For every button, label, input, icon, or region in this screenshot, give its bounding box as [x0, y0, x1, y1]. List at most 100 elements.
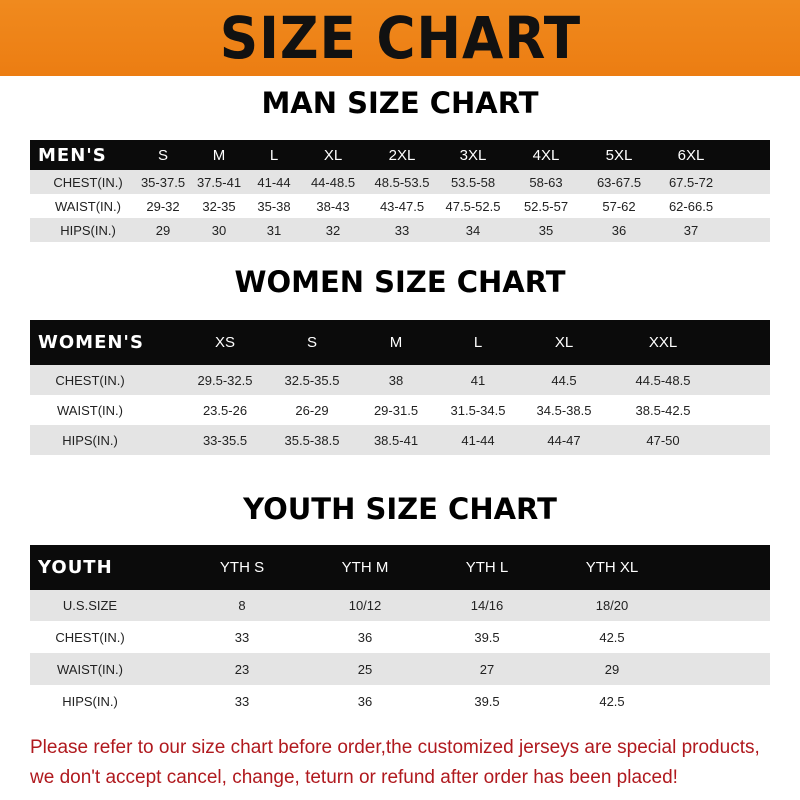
measurement-cell: 42.5 — [599, 629, 625, 645]
row-label: CHEST(IN.) — [55, 629, 125, 645]
size-header: 2XL — [388, 146, 416, 164]
row-label: U.S.SIZE — [62, 598, 118, 613]
measurement-cell: 37.5-41 — [196, 174, 242, 190]
table-row: CHEST(IN.) 29.5-32.5 32.5-35.5 38 41 44.5 44.5… — [30, 365, 770, 395]
row-label: WAIST(IN.) — [57, 661, 123, 677]
measurement-cell: 41-44 — [461, 432, 495, 448]
measurement-cell: 23 — [234, 661, 250, 677]
size-header: 5XL — [605, 146, 633, 164]
row-label: WAIST(IN.) — [57, 402, 123, 418]
size-header: XL — [554, 334, 574, 351]
measurement-cell: 33 — [394, 222, 410, 238]
measurement-cell: 29 — [155, 222, 171, 238]
row-label: HIPS(IN.) — [62, 693, 118, 709]
measurement-cell: 27 — [479, 661, 495, 677]
size-header: YTH M — [341, 559, 389, 576]
measurement-cell: 10/12 — [348, 598, 382, 613]
measurement-cell: 29.5-32.5 — [197, 372, 253, 388]
size-header: S — [306, 334, 318, 351]
row-label: WAIST(IN.) — [55, 198, 121, 214]
size-header: YTH L — [465, 559, 509, 576]
size-header: S — [157, 146, 169, 164]
measurement-cell: 62-66.5 — [668, 198, 714, 214]
measurement-cell: 53.5-58 — [450, 174, 496, 190]
measurement-cell: 38 — [388, 372, 404, 388]
table-row: U.S.SIZE 8 10/12 14/16 18/20 — [30, 590, 770, 621]
measurement-cell: 44.5 — [551, 372, 577, 388]
table-row: HIPS(IN.) 33-35.5 35.5-38.5 38.5-41 41-44 44-… — [30, 425, 770, 455]
youth-chart-title: YOUTH SIZE CHART — [243, 492, 557, 526]
measurement-cell: 47.5-52.5 — [445, 198, 501, 214]
measurement-cell: 33 — [234, 693, 250, 709]
measurement-cell: 36 — [611, 222, 627, 238]
banner-title: SIZE CHART — [219, 4, 581, 72]
measurement-cell: 39.5 — [474, 693, 500, 709]
women-chart-title: WOMEN SIZE CHART — [234, 265, 566, 299]
size-header: L — [269, 146, 279, 164]
measurement-cell: 34 — [465, 222, 481, 238]
measurement-cell: 38.5-41 — [373, 432, 419, 448]
measurement-cell: 18/20 — [595, 598, 629, 613]
table-row: CHEST(IN.) 33 36 39.5 42.5 — [30, 621, 770, 653]
measurement-cell: 29 — [604, 661, 620, 677]
table-row: WAIST(IN.) 29-32 32-35 35-38 38-43 43-47.5 47.… — [30, 194, 770, 218]
size-header: L — [473, 334, 483, 351]
header-row: WOMEN'S XS S M L XL XXL — [30, 320, 770, 365]
measurement-cell: 14/16 — [470, 598, 504, 613]
measurement-cell: 33-35.5 — [202, 432, 248, 448]
table-row: WAIST(IN.) 23 25 27 29 — [30, 653, 770, 685]
measurement-cell: 31.5-34.5 — [450, 402, 506, 418]
measurement-cell: 44.5-48.5 — [635, 372, 691, 388]
header-row: MEN'S S M L XL 2XL 3XL 4XL 5XL 6XL — [30, 140, 770, 170]
notice-line-1: Please refer to our size chart before or… — [30, 737, 760, 758]
measurement-cell: 32.5-35.5 — [284, 372, 340, 388]
measurement-cell: 57-62 — [602, 198, 636, 214]
measurement-cell: 33 — [234, 629, 250, 645]
measurement-cell: 23.5-26 — [202, 402, 248, 418]
size-header: 3XL — [459, 146, 487, 164]
measurement-cell: 37 — [683, 222, 699, 238]
measurement-cell: 42.5 — [599, 693, 625, 709]
measurement-cell: 44-48.5 — [310, 174, 356, 190]
row-label: HIPS(IN.) — [62, 432, 118, 448]
measurement-cell: 32 — [325, 222, 341, 238]
row-label: HIPS(IN.) — [60, 222, 116, 238]
measurement-cell: 26-29 — [295, 402, 329, 418]
size-header: XXL — [648, 334, 678, 351]
size-header: YTH XL — [585, 559, 639, 576]
table-row: CHEST(IN.) 35-37.5 37.5-41 41-44 44-48.5 48.5… — [30, 170, 770, 194]
measurement-cell: 35-38 — [257, 198, 291, 214]
table-row: WAIST(IN.) 23.5-26 26-29 29-31.5 31.5-34.5 34… — [30, 395, 770, 425]
notice-line-2: we don't accept cancel, change, teturn o… — [30, 767, 678, 788]
measurement-cell: 48.5-53.5 — [374, 174, 430, 190]
size-header: M — [212, 146, 226, 164]
measurement-cell: 52.5-57 — [523, 198, 569, 214]
measurement-cell: 30 — [211, 222, 227, 238]
table-label: WOMEN'S — [38, 332, 144, 353]
measurement-cell: 58-63 — [529, 174, 563, 190]
size-header: XL — [323, 146, 343, 164]
size-header: 6XL — [677, 146, 705, 164]
row-label: CHEST(IN.) — [53, 174, 123, 190]
measurement-cell: 38.5-42.5 — [635, 402, 691, 418]
measurement-cell: 31 — [266, 222, 282, 238]
measurement-cell: 29-31.5 — [373, 402, 419, 418]
men-chart-title: MAN SIZE CHART — [261, 86, 539, 120]
measurement-cell: 44-47 — [547, 432, 581, 448]
measurement-cell: 35 — [538, 222, 554, 238]
size-header: YTH S — [219, 559, 265, 576]
table-label: MEN'S — [38, 144, 107, 166]
measurement-cell: 43-47.5 — [379, 198, 425, 214]
measurement-cell: 36 — [357, 629, 373, 645]
measurement-cell: 35.5-38.5 — [284, 432, 340, 448]
measurement-cell: 32-35 — [202, 198, 236, 214]
measurement-cell: 29-32 — [146, 198, 180, 214]
row-label: CHEST(IN.) — [55, 372, 125, 388]
measurement-cell: 36 — [357, 693, 373, 709]
measurement-cell: 38-43 — [316, 198, 350, 214]
table-label: YOUTH — [38, 557, 113, 578]
size-chart-banner: SIZE CHART — [0, 0, 800, 76]
measurement-cell: 63-67.5 — [596, 174, 642, 190]
measurement-cell: 41-44 — [257, 174, 291, 190]
size-header: 4XL — [532, 146, 560, 164]
